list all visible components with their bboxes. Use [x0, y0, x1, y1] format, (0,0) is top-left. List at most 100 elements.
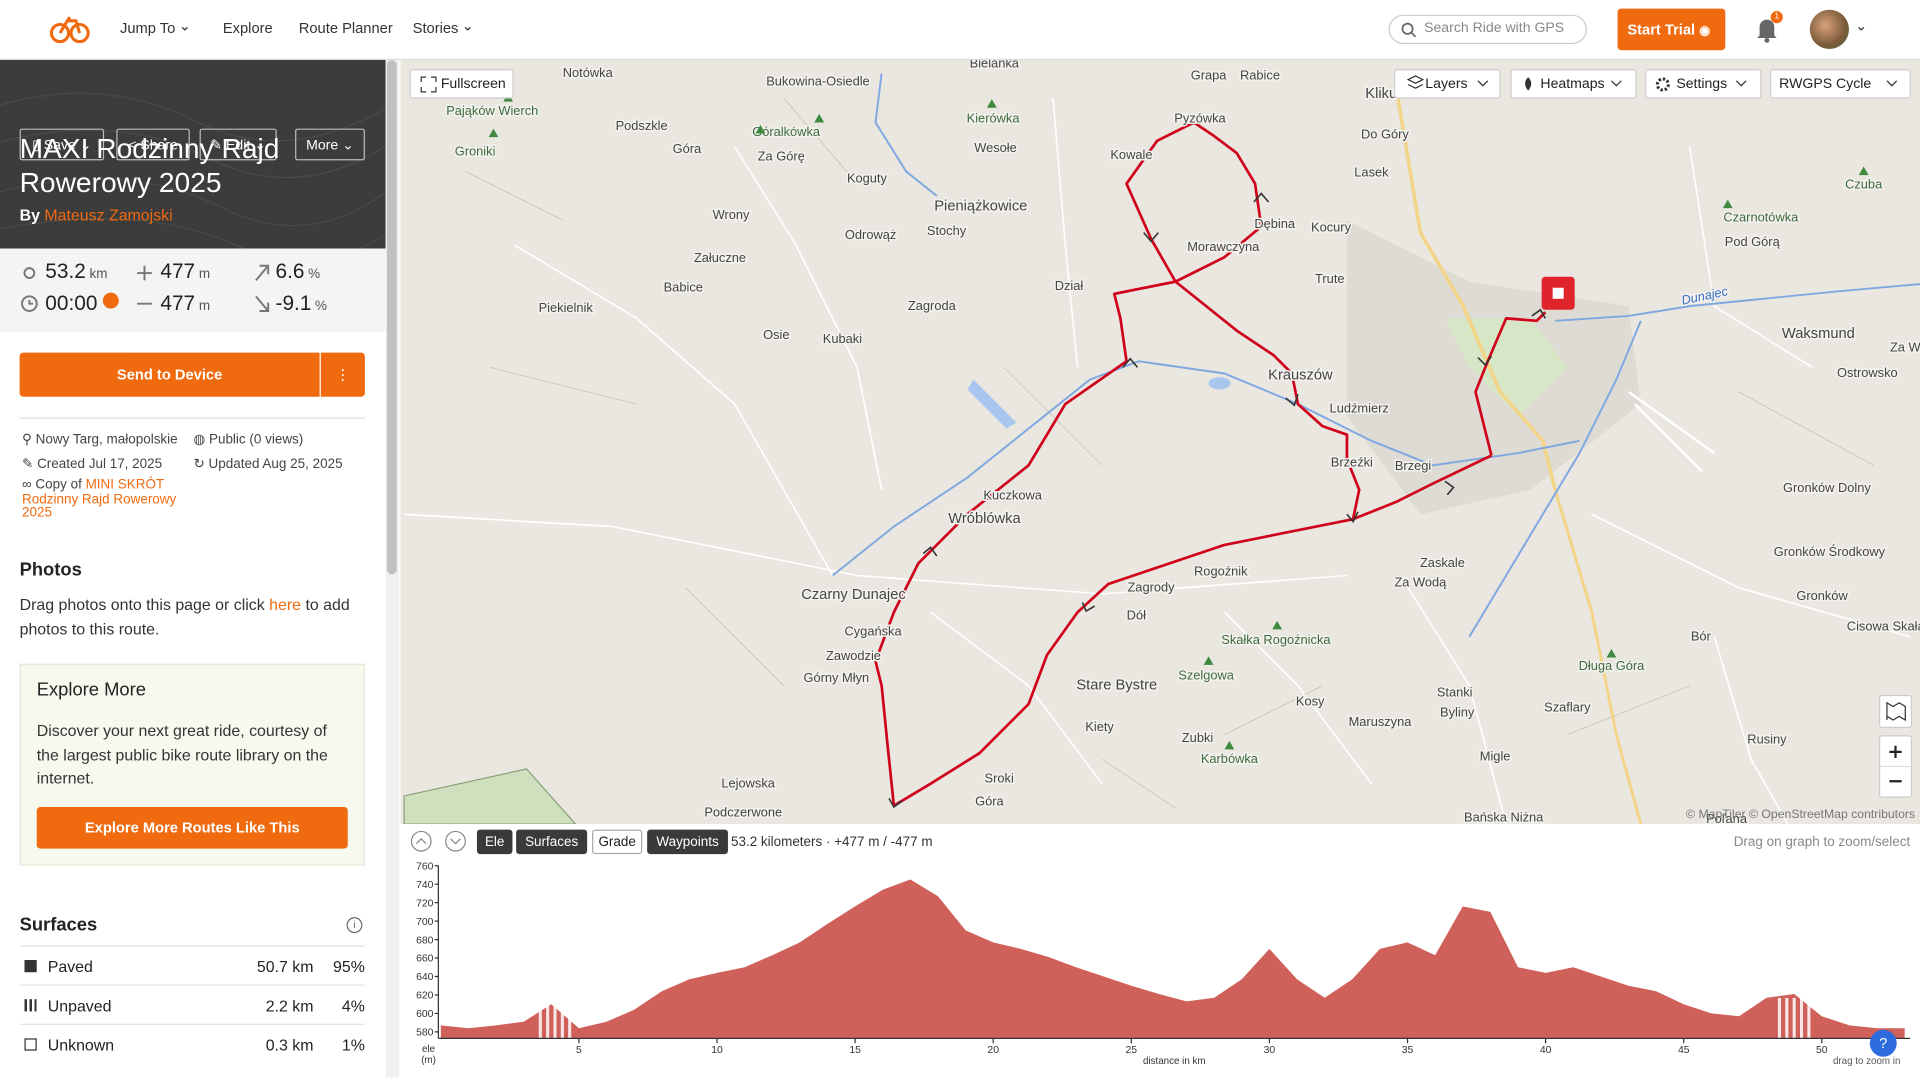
send-options-button[interactable]: ⋮	[320, 352, 365, 397]
button-label: Start Trial	[1627, 20, 1696, 38]
y-tick-label: 580	[416, 1028, 434, 1039]
y-tick-label: 760	[416, 861, 434, 872]
map-style-control[interactable]: RWGPS Cycle	[1770, 69, 1911, 99]
tracks	[465, 97, 1874, 809]
map-label: Za W	[1890, 339, 1920, 354]
profile-tab[interactable]: Waypoints	[647, 829, 728, 855]
send-to-device-button[interactable]: Send to Device	[19, 352, 320, 397]
start-trial-button[interactable]: Start Trial ◉	[1617, 8, 1726, 51]
profile-nav[interactable]	[410, 830, 466, 852]
map-label: Groniki	[455, 144, 496, 159]
map-label: Kowale	[1110, 147, 1152, 162]
source-route-link[interactable]: MINI SKRÓT Rodzinny Rajd Rowerowy 2025	[22, 477, 177, 521]
topo-pattern	[0, 92, 386, 249]
surface-row: Paved 50.7 km 95%	[19, 945, 365, 985]
map-label: Czarnotówka	[1723, 210, 1799, 225]
map-label: Pod Górą	[1725, 234, 1781, 249]
chevron: ⌄	[461, 17, 474, 35]
map-label: Dębina	[1254, 216, 1296, 231]
more-button[interactable]: More ⌄	[295, 128, 365, 161]
map-label: Lasek	[1354, 164, 1389, 179]
copy-of-label: Copy of	[35, 477, 82, 493]
text: to add photos to this route.	[19, 595, 350, 638]
surface-name: Paved	[47, 957, 93, 976]
logo[interactable]	[49, 12, 91, 46]
end-marker[interactable]	[1541, 276, 1575, 310]
runway	[1627, 390, 1715, 473]
map-label: Bukowina-Osiedle	[766, 74, 870, 89]
tab-label: Grade	[598, 834, 635, 849]
control-label: Layers	[1425, 75, 1467, 91]
tab-background	[592, 829, 643, 855]
unpaved-stripe	[568, 997, 572, 1039]
info-icon[interactable]: i	[346, 917, 363, 934]
map-label: Kosy	[1296, 693, 1325, 708]
nav-link[interactable]: Route Planner	[298, 19, 393, 37]
layers-control[interactable]: Layers	[1394, 69, 1501, 99]
surface-name: Unpaved	[47, 996, 112, 1016]
surface-name: Unknown	[47, 1035, 115, 1055]
map-label: Koguty	[847, 170, 888, 185]
map-label: Brzeźki	[1331, 455, 1373, 470]
surface-percent: 4%	[341, 996, 365, 1016]
stat-elevation-gain: 477 m	[160, 260, 210, 284]
y-tick-label: 740	[416, 880, 434, 891]
map-label: Długa Góra	[1579, 658, 1646, 673]
map-label: Za Górę	[758, 148, 805, 163]
map-label: Ludźmierz	[1330, 401, 1389, 416]
map-legend-button[interactable]	[1878, 694, 1913, 728]
control-label: Fullscreen	[441, 75, 506, 91]
search-box[interactable]: Search Ride with GPS	[1388, 14, 1587, 45]
settings-control[interactable]: Settings	[1645, 69, 1762, 99]
unpaved-stripe	[1807, 997, 1811, 1039]
stat-value: 00:00	[45, 291, 98, 315]
help-icon: ?	[1879, 1036, 1887, 1052]
avatar[interactable]	[1809, 9, 1849, 49]
help-button[interactable]: ?	[1869, 1029, 1897, 1057]
profile-tab[interactable]: Grade	[592, 829, 643, 855]
nav-link[interactable]: Jump To	[120, 19, 176, 37]
nav-link[interactable]: Explore	[222, 19, 273, 37]
notification-bell[interactable]	[1755, 16, 1779, 43]
map-label: Kierówka	[967, 110, 1021, 125]
explore-button[interactable]: Explore More Routes Like This	[36, 806, 348, 849]
surface-distance: 2.2 km	[265, 996, 314, 1016]
fullscreen-control[interactable]: Fullscreen	[409, 69, 514, 99]
elevation-chart[interactable]: 580 600 620 640 660 680 700 720 740 760 5 10 15 20 25 3…	[416, 861, 1911, 1067]
zoom-controls[interactable]	[1878, 735, 1913, 798]
visibility: ◍ Public (0 views)	[193, 432, 304, 447]
map-label: Grapa	[1191, 68, 1228, 83]
profile-tab[interactable]: Surfaces	[516, 829, 588, 855]
map[interactable]: Notówka Bielanka Bukowina-Osiedle Grapa Rabi…	[400, 60, 1920, 826]
upload-link[interactable]: here	[269, 595, 302, 614]
tab-background	[476, 829, 513, 855]
x-tick-label: 25	[1126, 1045, 1138, 1056]
surface-percent: 1%	[341, 1035, 365, 1055]
map-label: Piekielnik	[539, 300, 594, 315]
x-tick-label: 20	[987, 1045, 999, 1056]
scrollbar-thumb[interactable]	[386, 60, 397, 575]
map-label: Waksmund	[1782, 326, 1855, 342]
by-label: By	[19, 205, 40, 225]
top-nav: Jump To ⌄ Explore Route Planner Stories ⌄ …	[0, 0, 1920, 61]
time-info-icon[interactable]	[103, 292, 120, 309]
save-button[interactable]: ▯ Save ⌄	[19, 128, 105, 161]
control-label: RWGPS Cycle	[1779, 75, 1871, 91]
share-button[interactable]: < Share	[116, 128, 190, 161]
stat-unit: m	[198, 298, 211, 314]
explore-heading: Explore More	[36, 679, 146, 701]
author-link[interactable]: Mateusz Zamojski	[44, 205, 173, 225]
profile-tab[interactable]: Ele	[476, 829, 513, 855]
explore-card: Explore More Discover your next great ri…	[19, 663, 365, 866]
map-label: Czuba	[1845, 177, 1883, 192]
edit-button[interactable]: ✎ Edit ⌄	[199, 128, 277, 161]
map-label: Cisowa Skała	[1847, 619, 1920, 634]
unpaved-stripe	[538, 997, 542, 1039]
nav-link[interactable]: Stories	[412, 19, 459, 37]
map-label: Odrowąż	[845, 227, 896, 242]
tab-background	[647, 829, 728, 855]
heatmaps-control[interactable]: Heatmaps	[1510, 69, 1637, 99]
map-label: Zagroda	[908, 298, 957, 313]
map-label: Do Góry	[1361, 126, 1409, 141]
map-label: Góra	[975, 794, 1004, 809]
